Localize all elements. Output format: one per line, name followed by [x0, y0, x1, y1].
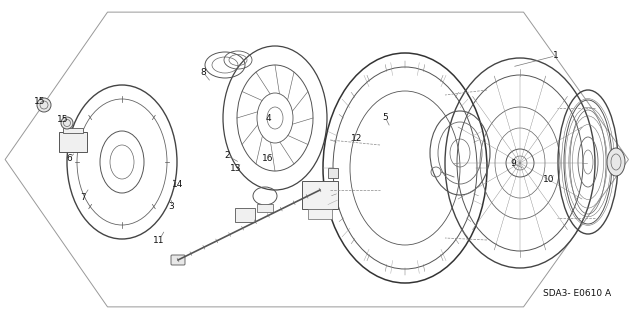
- Text: 9: 9: [511, 159, 516, 168]
- Text: 3: 3: [169, 202, 174, 211]
- Text: 10: 10: [543, 175, 555, 184]
- Circle shape: [37, 98, 51, 112]
- Text: 15: 15: [34, 97, 45, 106]
- Text: 7: 7: [81, 193, 86, 202]
- Text: SDA3- E0610 A: SDA3- E0610 A: [543, 290, 611, 299]
- Circle shape: [61, 117, 73, 129]
- FancyBboxPatch shape: [63, 128, 83, 133]
- FancyBboxPatch shape: [171, 255, 185, 265]
- FancyBboxPatch shape: [328, 168, 338, 178]
- Text: 4: 4: [266, 114, 271, 122]
- Text: 15: 15: [57, 115, 68, 124]
- FancyBboxPatch shape: [302, 181, 338, 209]
- Text: 2: 2: [225, 151, 230, 160]
- Text: 14: 14: [172, 180, 184, 189]
- Text: 16: 16: [262, 154, 273, 163]
- Text: 12: 12: [351, 134, 363, 143]
- Text: 13: 13: [230, 164, 241, 173]
- Text: 5: 5: [383, 113, 388, 122]
- FancyBboxPatch shape: [235, 208, 255, 222]
- Text: 6: 6: [67, 154, 72, 163]
- FancyBboxPatch shape: [257, 204, 273, 212]
- Text: 11: 11: [153, 236, 164, 245]
- Text: 1: 1: [553, 51, 558, 60]
- Text: 8: 8: [201, 68, 206, 77]
- FancyBboxPatch shape: [59, 132, 87, 152]
- FancyBboxPatch shape: [308, 209, 332, 219]
- Ellipse shape: [607, 148, 625, 176]
